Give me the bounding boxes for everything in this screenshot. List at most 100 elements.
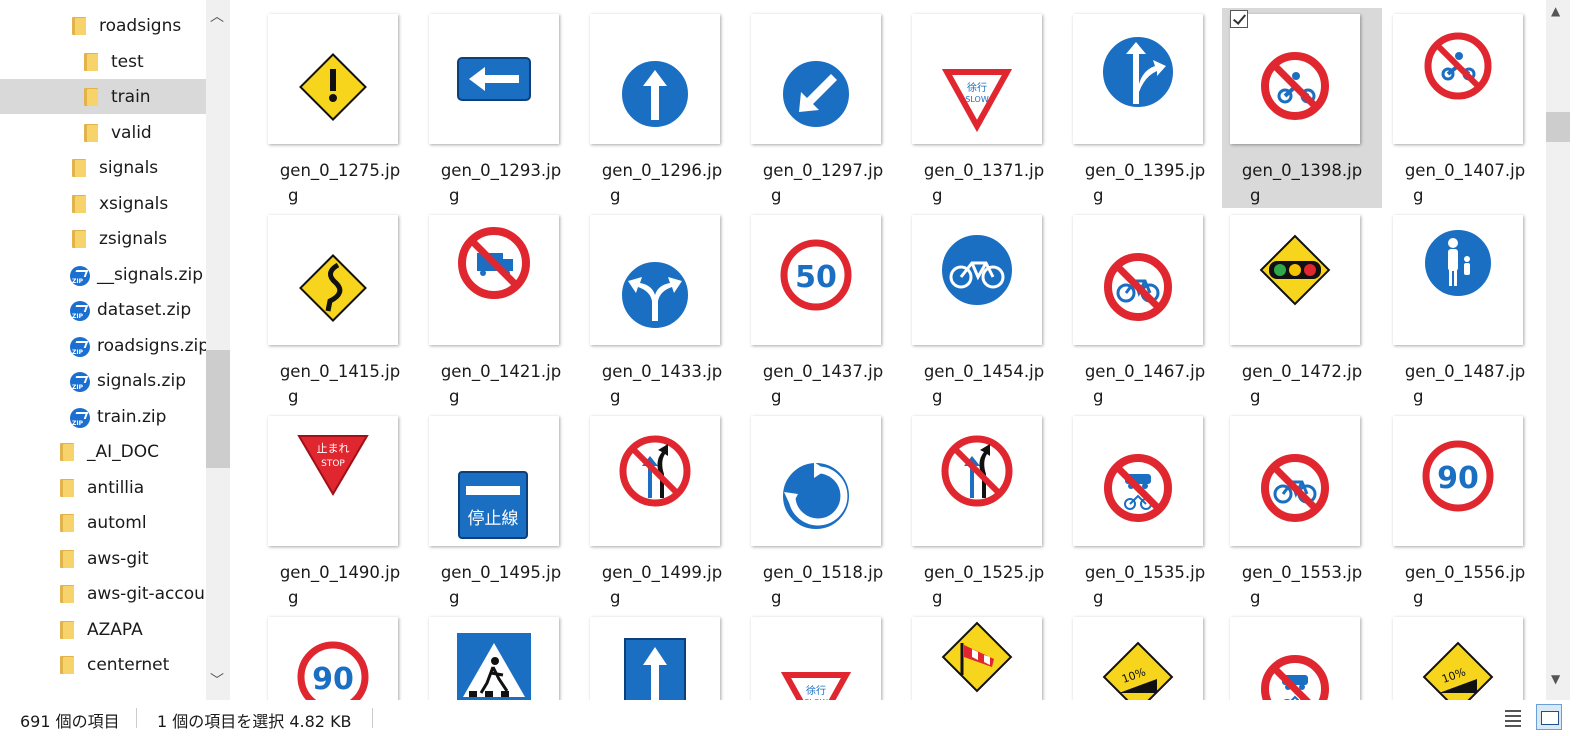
scroll-up-icon[interactable]: ▲ [1551,4,1561,18]
file-name: gen_0_1415.jp g [260,359,420,409]
file-name-line2: g [288,588,299,607]
scroll-thumb[interactable] [206,350,230,468]
sidebar-item-xsignals[interactable]: xsignals [0,186,206,221]
sidebar-item-train[interactable]: train [0,79,206,114]
selection-checkbox[interactable] [1230,10,1248,28]
file-tile[interactable]: gen_0_1433.jp g [582,209,742,409]
file-name: gen_0_1395.jp g [1065,158,1225,208]
sidebar-item-test[interactable]: test [0,44,206,79]
file-tile[interactable]: 10% [1065,611,1225,700]
file-tile[interactable] [904,611,1064,700]
sidebar-item-valid[interactable]: valid [0,115,206,150]
file-tile[interactable]: gen_0_1398.jp g [1222,8,1382,208]
file-tile[interactable]: gen_0_1297.jp g [743,8,903,208]
file-name-line2: g [1093,387,1104,406]
file-tile[interactable]: gen_0_1518.jp g [743,410,903,610]
scroll-down-icon[interactable]: ▼ [1551,672,1561,686]
folder-icon [60,513,78,532]
navigation-scrollbar[interactable]: ︿ ﹀ [206,0,230,700]
sidebar-item-signals-zip[interactable]: __signals.zip [0,257,206,292]
file-tile[interactable]: 徐行 SLOW gen_0_1371.jp g [904,8,1064,208]
file-tile[interactable] [421,611,581,700]
sidebar-item-label: valid [111,122,152,143]
file-tile[interactable]: gen_0_1293.jp g [421,8,581,208]
sidebar-item-ai-doc[interactable]: _AI_DOC [0,434,206,469]
scroll-thumb[interactable] [1546,112,1570,142]
file-tile[interactable]: gen_0_1467.jp g [1065,209,1225,409]
thumbnail-image [590,416,720,546]
file-tile[interactable]: 90 gen_0_1556.jp g [1385,410,1545,610]
sidebar-item-azapa[interactable]: AZAPA [0,612,206,647]
thumbnail-image [268,14,398,144]
file-tile[interactable]: gen_0_1535.jp g [1065,410,1225,610]
file-tile[interactable]: 90 [260,611,420,700]
warning-exclamation-sign [299,53,367,121]
thumbnail-image [429,215,559,345]
thumbnail-image [912,416,1042,546]
file-name: gen_0_1490.jp g [260,560,420,610]
file-name: gen_0_1433.jp g [582,359,742,409]
sidebar-item-roadsigns[interactable]: roadsigns [0,8,206,43]
sidebar-item-centernet[interactable]: centernet [0,647,206,682]
file-tile[interactable]: gen_0_1487.jp g [1385,209,1545,409]
scroll-down-icon[interactable]: ﹀ [210,673,224,689]
file-name: gen_0_1553.jp g [1222,560,1382,610]
file-name-line1: gen_0_1407.jp [1404,161,1526,180]
file-tile[interactable]: gen_0_1454.jp g [904,209,1064,409]
sidebar-item-roadsigns-zip[interactable]: roadsigns.zip [0,328,206,363]
navigation-pane[interactable]: roadsigns test train valid signals xsignals zs… [0,0,206,700]
large-icons-view-icon[interactable] [1536,704,1562,730]
sidebar-item-signals[interactable]: signals [0,150,206,185]
sidebar-item-label: antillia [87,477,145,498]
file-tile[interactable]: gen_0_1472.jp g [1222,209,1382,409]
sidebar-item-signals-zip[interactable]: signals.zip [0,363,206,398]
file-tile[interactable]: 10% [1385,611,1545,700]
scroll-up-icon[interactable]: ︿ [210,9,224,25]
file-tile[interactable]: gen_0_1553.jp g [1222,410,1382,610]
sidebar-item-zsignals[interactable]: zsignals [0,221,206,256]
sidebar-item-aws-git[interactable]: aws-git [0,541,206,576]
file-tile[interactable]: 停止線 gen_0_1495.jp g [421,410,581,610]
file-tile[interactable]: gen_0_1525.jp g [904,410,1064,610]
svg-text:徐行: 徐行 [806,684,826,697]
thumbnail-image [1073,215,1203,345]
file-name-line2: g [1250,588,1261,607]
sidebar-item-aws-git-accoun[interactable]: aws-git-accoun [0,576,206,611]
file-tile[interactable]: gen_0_1275.jp g [260,8,420,208]
file-name-line2: g [771,387,782,406]
file-tile[interactable]: gen_0_1407.jp g [1385,8,1545,208]
sidebar-item-label: aws-git [87,548,149,569]
file-name-line2: g [1413,387,1424,406]
divider [372,708,373,728]
stop-sign: 止まれ STOP [297,435,369,496]
sidebar-item-antillia[interactable]: antillia [0,470,206,505]
file-tile[interactable] [1222,611,1382,700]
sidebar-item-train-zip[interactable]: train.zip [0,399,206,434]
folder-icon [84,123,102,142]
content-scrollbar[interactable]: ▲ ▼ [1546,0,1570,700]
file-name-line1: gen_0_1433.jp [601,362,723,381]
file-tile[interactable]: gen_0_1395.jp g [1065,8,1225,208]
file-tile[interactable]: gen_0_1421.jp g [421,209,581,409]
file-name: gen_0_1296.jp g [582,158,742,208]
thumbnail-image: 90 [268,617,398,700]
file-tile[interactable] [582,611,742,700]
thumbnail-image [1073,14,1203,144]
no-overtake-sign [941,435,1013,507]
thumbnail-image [590,14,720,144]
file-tile[interactable]: 止まれ STOP gen_0_1490.jp g [260,410,420,610]
folder-icon [60,584,78,603]
sidebar-item-dataset-zip[interactable]: dataset.zip [0,292,206,327]
file-grid[interactable]: gen_0_1275.jp g gen_0_1293.jp g gen_0_1296.j… [230,0,1546,700]
left-arrow-rect-sign [457,57,531,101]
file-name: gen_0_1437.jp g [743,359,903,409]
file-name-line1: gen_0_1293.jp [440,161,562,180]
file-name-line2: g [288,186,299,205]
file-tile[interactable]: gen_0_1296.jp g [582,8,742,208]
sidebar-item-automl[interactable]: automl [0,505,206,540]
file-tile[interactable]: gen_0_1415.jp g [260,209,420,409]
file-tile[interactable]: gen_0_1499.jp g [582,410,742,610]
file-tile[interactable]: 50 gen_0_1437.jp g [743,209,903,409]
details-view-icon[interactable] [1500,704,1526,730]
